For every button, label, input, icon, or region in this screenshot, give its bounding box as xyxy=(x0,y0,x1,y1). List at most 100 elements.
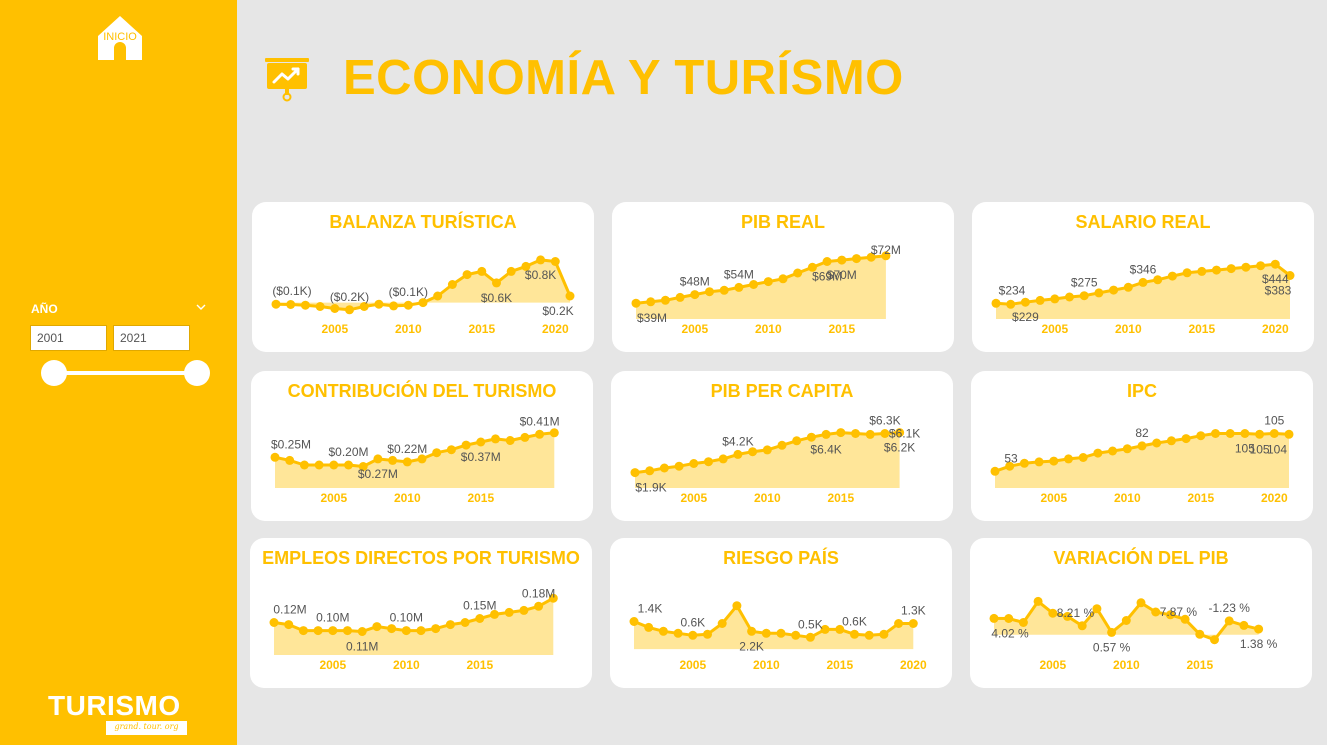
data-point xyxy=(865,429,875,439)
card-pib-real[interactable]: PIB REAL 2005 2010 2015 $39M $48M $54M $69M $70… xyxy=(612,202,954,352)
data-point xyxy=(548,593,558,603)
data-point xyxy=(880,429,890,438)
data-point xyxy=(477,266,487,276)
data-label: $6.1K xyxy=(889,427,920,441)
data-label: $0.41M xyxy=(520,414,560,428)
data-point xyxy=(733,449,743,459)
card-pib-per-capita[interactable]: PIB PER CAPITA 2005 2010 2015 $1.9K $4.2K $6.… xyxy=(611,371,953,521)
area-fill xyxy=(636,255,886,319)
data-point xyxy=(1094,288,1104,298)
data-point xyxy=(359,302,369,311)
data-point xyxy=(1211,429,1220,438)
data-label: 104 xyxy=(1267,442,1287,456)
data-point xyxy=(805,632,815,642)
card-empleos-directos[interactable]: EMPLEOS DIRECTOS POR TURISMO 2005 2010 201… xyxy=(250,538,592,688)
data-point xyxy=(989,613,999,623)
data-point xyxy=(894,619,904,628)
data-point xyxy=(284,620,294,630)
card-title: EMPLEOS DIRECTOS POR TURISMO xyxy=(262,548,580,568)
year-to-input[interactable]: 2021 xyxy=(113,325,190,351)
data-point xyxy=(1241,262,1251,272)
card-title: BALANZA TURÍSTICA xyxy=(329,212,517,232)
data-point xyxy=(1136,598,1146,608)
card-riesgo-pais[interactable]: RIESGO PAÍS 2005 2010 2015 2020 1.4K 0.6K 2.2K… xyxy=(610,538,952,688)
data-point xyxy=(1151,607,1161,617)
x-tick-label: 2005 xyxy=(681,322,708,336)
pib-per-capita-chart: 2005 2010 2015 $1.9K $4.2K $6.4K $6.3K$6.1K$6.… xyxy=(630,414,920,505)
home-button[interactable]: INICIO xyxy=(96,14,144,62)
data-point xyxy=(315,302,325,311)
data-point xyxy=(519,605,529,615)
salario-real-chart: 2005 2010 2015 2020 $234 $229 $275 $346 $444$383 xyxy=(991,259,1295,336)
data-label: ($0.1K) xyxy=(389,285,428,299)
data-point xyxy=(505,436,515,445)
data-label: ($0.1K) xyxy=(272,284,311,298)
data-point xyxy=(433,291,443,301)
data-point xyxy=(298,626,308,636)
data-point xyxy=(1048,608,1058,618)
data-point xyxy=(1079,291,1089,301)
year-slider-start-handle[interactable] xyxy=(41,360,67,386)
data-point xyxy=(1033,596,1043,606)
brand-tagline: grand. tour. org xyxy=(114,722,179,731)
data-point xyxy=(776,628,786,638)
data-label: $6.3K xyxy=(869,414,900,428)
x-tick-label: 2010 xyxy=(393,658,420,672)
data-point xyxy=(1254,624,1264,634)
card-ipc[interactable]: IPC 2005 2010 2015 2020 53 82 105 105 105 104 xyxy=(971,371,1313,521)
x-tick-label: 2015 xyxy=(1188,322,1215,336)
area-fill xyxy=(635,432,900,488)
data-point xyxy=(330,304,340,313)
data-point xyxy=(1064,454,1073,464)
data-point xyxy=(689,459,699,468)
data-point xyxy=(704,457,713,467)
data-label: $39M xyxy=(637,311,667,325)
data-point xyxy=(299,460,309,470)
x-tick-label: 2010 xyxy=(1114,491,1141,505)
data-point xyxy=(644,622,654,632)
data-point xyxy=(372,622,382,632)
data-point xyxy=(1138,277,1148,287)
data-point xyxy=(690,290,700,300)
data-label: 82 xyxy=(1135,426,1149,440)
data-point xyxy=(1210,635,1219,645)
data-point xyxy=(631,298,641,308)
card-contribucion-del-turismo[interactable]: CONTRIBUCIÓN DEL TURISMO 2005 2010 2015 $0.… xyxy=(251,371,593,521)
data-point xyxy=(506,266,516,276)
data-point xyxy=(1269,429,1279,438)
home-icon xyxy=(98,16,142,60)
x-tick-label: 2015 xyxy=(828,322,855,336)
data-point xyxy=(1240,429,1250,438)
card-balanza-turistica[interactable]: BALANZA TURÍSTICA 2005 2010 2015 2020 ($0.1K… xyxy=(252,202,594,352)
data-point xyxy=(1225,429,1235,438)
data-point xyxy=(1137,441,1147,451)
data-point xyxy=(476,437,486,447)
year-slider-end-handle[interactable] xyxy=(184,360,210,386)
year-filter-label: AÑO xyxy=(31,302,58,316)
data-point xyxy=(703,629,712,639)
card-salario-real[interactable]: SALARIO REAL 2005 2010 2015 2020 $234 $229 $27… xyxy=(972,202,1314,352)
x-tick-label: 2015 xyxy=(467,491,494,505)
data-point xyxy=(285,455,295,465)
data-point xyxy=(565,291,575,301)
data-point xyxy=(1197,266,1207,276)
data-label: $383 xyxy=(1265,284,1292,298)
data-point xyxy=(314,460,324,470)
area-fill xyxy=(275,432,555,488)
data-point xyxy=(1270,259,1280,269)
chevron-down-icon[interactable] xyxy=(195,301,207,313)
year-from-input[interactable]: 2001 xyxy=(30,325,107,351)
data-point xyxy=(418,298,428,308)
data-point xyxy=(688,630,698,640)
data-label: $0.20M xyxy=(328,445,368,459)
balanza-turistica-chart: 2005 2010 2015 2020 ($0.1K) ($0.2K) ($0.1K) $0.… xyxy=(271,255,575,336)
data-point xyxy=(1020,297,1030,307)
data-label: 105 xyxy=(1264,414,1284,428)
data-point xyxy=(850,629,859,639)
card-variacion-del-pib[interactable]: VARIACIÓN DEL PIB 2005 2010 2015 4.02 % 8.21… xyxy=(970,538,1312,688)
data-point xyxy=(461,440,471,450)
year-slider-track[interactable] xyxy=(54,371,197,375)
x-tick-label: 2005 xyxy=(319,658,346,672)
data-point xyxy=(1109,285,1119,295)
data-point xyxy=(446,445,456,455)
